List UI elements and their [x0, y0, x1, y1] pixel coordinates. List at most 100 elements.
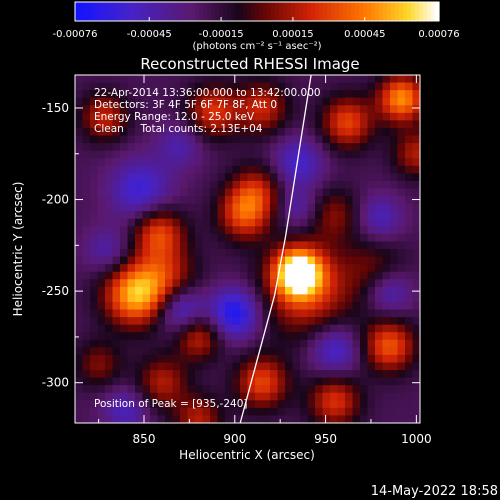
heatmap-cell [225, 354, 233, 363]
heatmap-cell [120, 120, 128, 129]
heatmap-cell [367, 82, 376, 91]
heatmap-cell [337, 97, 346, 106]
heatmap-cell [112, 188, 121, 197]
heatmap-cell [315, 82, 323, 91]
heatmap-cell [180, 226, 188, 235]
heatmap-cell [375, 377, 383, 386]
colorbar-segment [335, 2, 340, 21]
heatmap-cell [322, 203, 331, 212]
heatmap-cell [307, 173, 316, 182]
heatmap-cell [75, 143, 83, 152]
heatmap-cell [210, 354, 218, 363]
heatmap-cell [240, 180, 248, 189]
heatmap-cell [360, 392, 368, 401]
heatmap-cell [330, 120, 338, 129]
heatmap-cell [105, 354, 113, 363]
heatmap-cell [315, 158, 323, 167]
heatmap-cell [330, 347, 338, 356]
heatmap-cell [382, 196, 391, 205]
heatmap-cell [202, 150, 211, 159]
heatmap-cell [405, 370, 413, 379]
heatmap-cell [180, 188, 188, 197]
heatmap-cell [345, 354, 353, 363]
colorbar-segment [355, 2, 360, 21]
heatmap-cell [120, 233, 128, 242]
heatmap-cell [105, 392, 113, 401]
heatmap-cell [165, 75, 173, 84]
heatmap-cell [157, 354, 166, 363]
heatmap-cell [262, 264, 271, 273]
heatmap-cell [352, 301, 361, 311]
colorbar-segment [427, 2, 432, 21]
heatmap-cell [285, 339, 293, 348]
heatmap-cell [232, 339, 241, 348]
colorbar-segment [75, 2, 80, 21]
heatmap-cell [360, 332, 368, 341]
heatmap-cell [367, 226, 376, 235]
heatmap-cell [292, 188, 301, 197]
heatmap-cell [397, 362, 406, 371]
heatmap-cell [352, 339, 361, 348]
heatmap-cell [97, 377, 106, 386]
heatmap-cell [330, 241, 338, 250]
heatmap-cell [315, 120, 323, 129]
heatmap-cell [405, 150, 413, 159]
heatmap-cell [150, 97, 158, 106]
heatmap-cell [75, 385, 83, 394]
heatmap-cell [292, 324, 301, 333]
heatmap-cell [375, 279, 383, 288]
heatmap-cell [240, 90, 248, 99]
heatmap-cell [150, 82, 158, 91]
heatmap-cell [172, 211, 181, 220]
heatmap-cell [345, 105, 353, 114]
heatmap-cell [397, 294, 406, 303]
heatmap-cell [285, 173, 293, 182]
heatmap-cell [217, 82, 226, 91]
heatmap-cell [210, 377, 218, 386]
heatmap-cell [397, 173, 406, 182]
heatmap-cell [390, 97, 398, 106]
heatmap-cell [375, 90, 383, 99]
heatmap-cell [270, 392, 278, 401]
heatmap-cell [112, 256, 121, 265]
heatmap-cell [367, 165, 376, 174]
heatmap-cell [210, 82, 218, 91]
heatmap-cell [135, 370, 143, 379]
heatmap-cell [225, 165, 233, 174]
heatmap-cell [210, 75, 218, 84]
heatmap-cell [307, 82, 316, 91]
heatmap-cell [322, 317, 331, 326]
heatmap-cell [135, 97, 143, 106]
heatmap-cell [135, 120, 143, 129]
heatmap-cell [217, 354, 226, 363]
heatmap-cell [330, 286, 338, 295]
heatmap-cell [135, 286, 143, 295]
heatmap-cell [315, 135, 323, 144]
heatmap-cell [135, 150, 143, 159]
heatmap-cell [135, 188, 143, 197]
heatmap-cell [150, 415, 158, 424]
heatmap-cell [157, 241, 166, 250]
heatmap-cell [75, 97, 83, 106]
heatmap-cell [337, 249, 346, 258]
heatmap-cell [120, 317, 128, 326]
heatmap-cell [375, 339, 383, 348]
heatmap-cell [285, 294, 293, 303]
heatmap-cell [195, 256, 203, 265]
heatmap-cell [187, 158, 196, 167]
heatmap-cell [202, 392, 211, 401]
heatmap-cell [75, 317, 83, 326]
heatmap-cell [195, 286, 203, 295]
heatmap-cell [105, 317, 113, 326]
heatmap-cell [202, 143, 211, 152]
heatmap-cell [322, 158, 331, 167]
heatmap-cell [360, 158, 368, 167]
heatmap-cell [105, 301, 113, 311]
heatmap-cell [300, 165, 308, 174]
heatmap-cell [390, 196, 398, 205]
heatmap-cell [382, 90, 391, 99]
heatmap-cell [345, 158, 353, 167]
heatmap-cell [412, 90, 421, 99]
heatmap-cell [135, 392, 143, 401]
heatmap-cell [82, 120, 91, 129]
